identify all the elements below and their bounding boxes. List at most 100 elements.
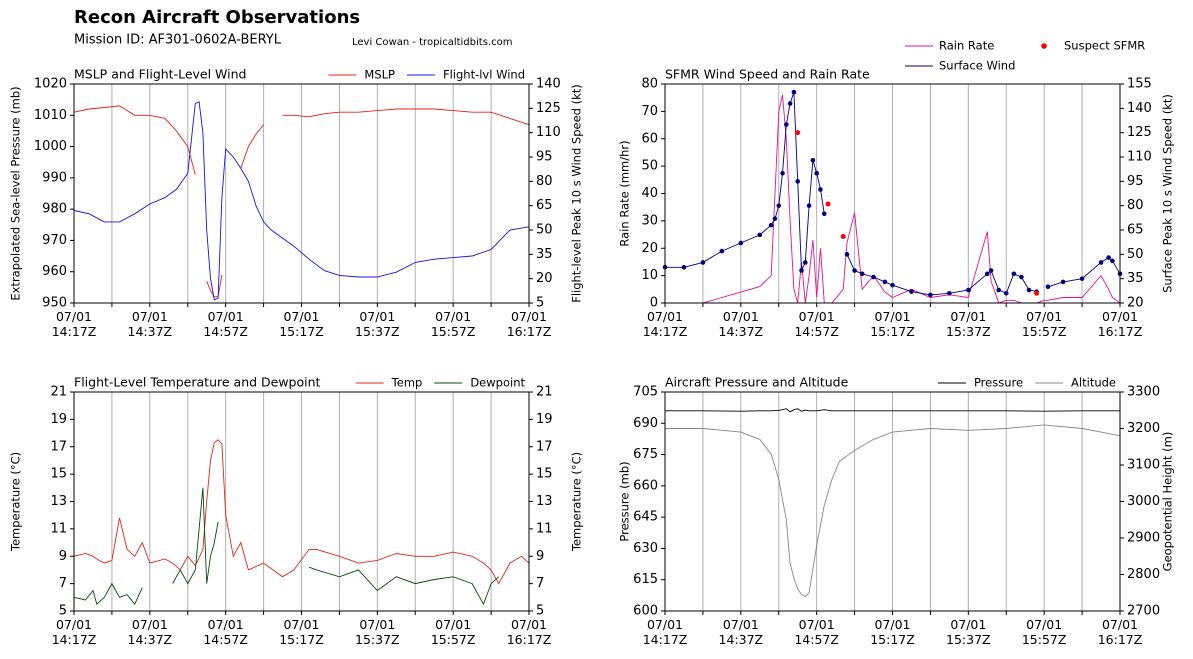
series-marker: [871, 274, 876, 280]
series-marker: [882, 279, 888, 285]
x-tick-label: 07/01 14:57Z: [203, 309, 248, 339]
series-marker: [909, 289, 914, 294]
chart-title: Flight-Level Temperature and Dewpoint: [74, 375, 321, 390]
y2-tick-label: 19: [536, 412, 553, 427]
series-marker: [1045, 284, 1051, 290]
scatter-point: [825, 201, 831, 207]
y2-tick-label: 80: [1127, 198, 1144, 213]
series-marker: [947, 290, 952, 296]
y2-tick-label: 95: [1127, 174, 1144, 189]
series-marker: [859, 271, 865, 277]
y2-tick-label: 3100: [1127, 458, 1160, 473]
x-tick-label: 07/01 15:37Z: [946, 617, 991, 647]
x-tick-label: 07/01 16:17Z: [506, 617, 552, 647]
x-tick-label: 07/01 14:37Z: [127, 309, 173, 339]
series-marker: [814, 170, 819, 176]
series-marker: [1060, 279, 1066, 285]
x-tick-label: 07/01 14:57Z: [203, 617, 248, 647]
y-tick-label: 950: [42, 296, 67, 311]
series-marker: [772, 216, 778, 221]
x-tick-label: 07/01 16:17Z: [506, 309, 552, 339]
x-tick-label: 07/01 14:17Z: [51, 309, 97, 339]
x-tick-label: 07/01 14:17Z: [642, 309, 688, 339]
y2-axis-label: Flight-level Peak 10 s Wind Speed (kt): [570, 84, 584, 303]
y-tick-label: 40: [641, 186, 658, 201]
series-marker: [810, 157, 816, 163]
y2-tick-label: 65: [536, 198, 553, 213]
legend-label: Altitude: [1071, 376, 1116, 390]
x-tick-label: 07/01 15:17Z: [279, 617, 324, 647]
series-line: [73, 439, 530, 585]
y2-tick-label: 5: [536, 604, 544, 619]
y2-tick-label: 80: [536, 174, 553, 189]
x-tick-label: 07/01 16:17Z: [1097, 617, 1143, 647]
y2-tick-label: 11: [536, 521, 553, 536]
y2-axis-label: Temperature (°C): [570, 452, 584, 552]
y-tick-label: 690: [633, 416, 658, 431]
x-tick-label: 07/01 15:57Z: [1021, 309, 1067, 339]
y2-tick-label: 155: [1127, 77, 1152, 92]
y-tick-label: 10: [641, 268, 658, 283]
series-marker: [1011, 271, 1017, 277]
y-tick-label: 705: [633, 385, 658, 400]
y2-tick-label: 35: [1127, 271, 1144, 286]
y-axis-label: Temperature (°C): [9, 452, 23, 552]
scatter-point: [795, 130, 801, 136]
series-marker: [799, 268, 804, 273]
series-line: [73, 101, 530, 301]
y2-tick-label: 20: [1127, 296, 1144, 311]
series-line: [73, 487, 500, 606]
series-marker: [890, 282, 895, 288]
series-marker: [984, 271, 990, 277]
y-tick-label: 50: [641, 159, 658, 174]
y-axis-label: Extrapolated Sea-level Pressure (mb): [9, 86, 23, 300]
series-marker: [802, 260, 808, 265]
series-marker: [719, 248, 725, 254]
series-marker: [738, 240, 744, 246]
y-tick-label: 1020: [34, 77, 67, 92]
y2-tick-label: 140: [1127, 101, 1152, 116]
y2-tick-label: 125: [1127, 125, 1152, 140]
y2-tick-label: 3000: [1127, 494, 1160, 509]
y-tick-label: 19: [50, 412, 67, 427]
y2-tick-label: 2700: [1127, 604, 1160, 619]
scatter-point: [840, 233, 846, 239]
chart-title: Aircraft Pressure and Altitude: [665, 375, 849, 390]
y2-tick-label: 3300: [1127, 385, 1160, 400]
y2-axis-label: Surface Peak 10 s Wind Speed (kt): [1161, 94, 1175, 293]
y-tick-label: 645: [633, 510, 658, 525]
series-marker: [791, 89, 797, 95]
y-tick-label: 60: [641, 131, 658, 146]
plot-frame: [73, 391, 530, 612]
y2-tick-label: 50: [536, 223, 553, 238]
y-tick-label: 9: [59, 549, 67, 564]
y-axis-label: Pressure (mb): [618, 461, 632, 541]
series-marker: [844, 252, 850, 257]
legend-label: Temp: [391, 376, 423, 390]
series-marker: [795, 179, 801, 184]
y-tick-label: 970: [42, 233, 67, 248]
credit: Levi Cowan - tropicaltidbits.com: [352, 37, 512, 48]
series-marker: [1003, 290, 1009, 296]
plot-frame: [664, 83, 1121, 304]
series-marker: [757, 232, 763, 238]
y2-axis-label: Geopotential Height (m): [1161, 432, 1175, 572]
y-tick-label: 990: [42, 170, 67, 185]
legend-label: Suspect SFMR: [1064, 39, 1145, 53]
y-tick-label: 675: [633, 447, 658, 462]
series-marker: [996, 287, 1001, 293]
y2-tick-label: 21: [536, 385, 553, 400]
y-tick-label: 13: [50, 494, 67, 509]
y-tick-label: 30: [641, 213, 658, 228]
legend-handle: [1041, 43, 1047, 49]
x-tick-label: 07/01 14:37Z: [718, 617, 764, 647]
x-tick-label: 07/01 15:17Z: [870, 309, 915, 339]
x-tick-label: 07/01 15:37Z: [355, 309, 400, 339]
y-tick-label: 1000: [34, 139, 67, 154]
y-tick-label: 1010: [34, 108, 67, 123]
y2-tick-label: 20: [536, 271, 553, 286]
y-tick-label: 980: [42, 202, 67, 217]
series-marker: [776, 203, 782, 208]
